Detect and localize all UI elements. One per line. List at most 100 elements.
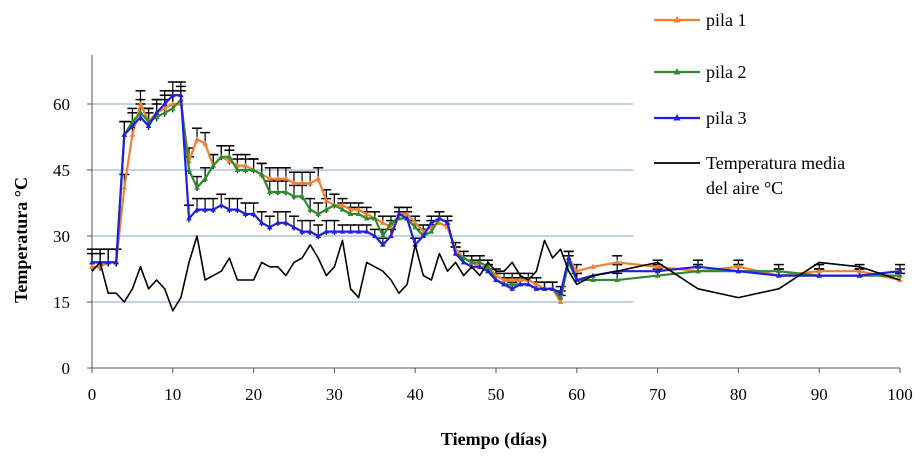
data-point — [331, 202, 338, 208]
data-point — [388, 233, 394, 238]
data-point — [372, 215, 378, 221]
data-point — [452, 250, 459, 256]
data-point — [266, 189, 273, 194]
data-point — [396, 211, 402, 216]
data-point — [283, 219, 289, 225]
data-point — [372, 233, 378, 238]
data-point — [299, 228, 305, 234]
data-point — [170, 101, 176, 106]
data-point — [113, 259, 120, 265]
x-tick-label: 20 — [245, 385, 262, 404]
data-point — [614, 277, 620, 282]
y-axis-title: Temperatura °C — [11, 177, 31, 303]
data-point — [234, 206, 241, 212]
data-point — [283, 175, 289, 181]
data-point — [363, 228, 370, 234]
data-point — [226, 206, 233, 212]
y-tick-label: 45 — [53, 161, 70, 180]
data-point — [574, 268, 580, 274]
data-point — [420, 233, 427, 238]
data-point — [776, 268, 782, 274]
data-point — [695, 268, 701, 274]
series-line — [91, 235, 901, 312]
data-point — [347, 211, 354, 216]
data-point — [541, 285, 548, 291]
data-point — [234, 167, 241, 172]
data-point — [856, 268, 863, 274]
data-point — [816, 268, 822, 274]
data-point — [250, 211, 257, 216]
data-point — [363, 211, 370, 216]
data-point — [315, 211, 322, 216]
tick-labels: 0 10 20 30 40 50 60 70 80 90 100 0 15 30 45 60 — [53, 95, 913, 404]
x-tick-label: 40 — [407, 385, 424, 404]
y-tick-label: 0 — [62, 359, 71, 378]
data-point — [291, 224, 297, 230]
data-point — [218, 202, 225, 208]
data-point — [460, 255, 467, 260]
data-point — [258, 171, 265, 177]
data-point — [517, 281, 524, 287]
legend-marker — [673, 16, 681, 23]
x-tick-label: 50 — [488, 385, 505, 404]
data-point — [590, 263, 596, 269]
y-tick-label: 15 — [53, 293, 70, 312]
legend-marker — [673, 114, 681, 121]
data-point — [291, 193, 297, 199]
series-line — [92, 98, 900, 299]
data-point — [533, 281, 540, 287]
data-point — [307, 228, 313, 234]
data-point — [654, 263, 661, 269]
data-point — [477, 263, 483, 269]
data-point — [477, 259, 483, 265]
data-point — [145, 123, 152, 128]
data-point — [161, 101, 168, 106]
data-point — [735, 263, 742, 269]
data-point — [557, 290, 564, 296]
data-point — [509, 277, 515, 282]
data-point — [339, 228, 346, 234]
data-point — [178, 92, 184, 98]
data-point — [186, 167, 192, 172]
data-point — [226, 153, 233, 159]
data-point — [129, 118, 136, 124]
data-point — [388, 224, 394, 230]
legend-label: pila 3 — [706, 108, 747, 128]
data-point — [129, 131, 136, 137]
data-point — [194, 184, 200, 190]
data-point — [517, 277, 524, 282]
data-point — [525, 281, 532, 287]
data-point — [275, 219, 281, 225]
data-point — [283, 189, 289, 194]
data-point — [242, 211, 249, 216]
data-point — [388, 219, 394, 225]
data-point — [202, 206, 208, 212]
data-point — [137, 114, 144, 120]
data-point — [275, 189, 281, 194]
legend-label: pila 2 — [706, 62, 747, 82]
data-point — [549, 285, 556, 291]
data-point — [355, 228, 362, 234]
data-point — [137, 109, 144, 115]
data-point — [153, 114, 160, 120]
data-point — [242, 167, 249, 172]
data-point — [614, 259, 620, 265]
data-point — [202, 140, 208, 146]
data-point — [242, 162, 249, 168]
data-point — [412, 219, 418, 225]
data-point — [436, 215, 443, 221]
legend-label-line: Temperatura media — [706, 153, 845, 173]
x-tick-label: 0 — [88, 385, 97, 404]
data-point — [380, 241, 386, 247]
data-point — [347, 228, 354, 234]
data-point — [485, 268, 491, 274]
data-point — [323, 197, 330, 203]
data-point — [485, 263, 491, 269]
data-point — [897, 272, 903, 278]
data-point — [468, 259, 475, 265]
data-point — [501, 281, 507, 287]
x-tick-label: 10 — [164, 385, 181, 404]
data-point — [816, 272, 822, 278]
data-point — [460, 259, 467, 265]
